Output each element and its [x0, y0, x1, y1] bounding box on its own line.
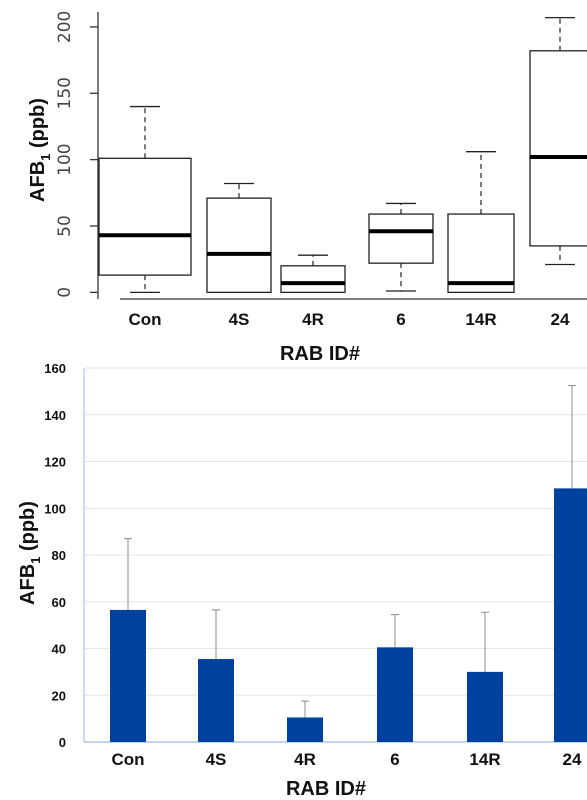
- bar-chart-bar: [377, 647, 413, 742]
- bar-chart-category-label: 14R: [469, 750, 500, 769]
- bar-chart-category-label: 6: [390, 750, 399, 769]
- bar-chart-y-tick-label: 80: [52, 548, 66, 563]
- bar-chart-bar: [198, 659, 234, 742]
- bar-chart: AFB1 (ppb) RAB ID# 0 20 40 60 80 100 120 140 160…: [17, 361, 587, 800]
- bar-chart-category-label: Con: [111, 750, 144, 769]
- bar-chart-y-tick-label: 20: [52, 688, 66, 703]
- bar-chart-category-label: 4R: [294, 750, 316, 769]
- box-plot-category-label: 14R: [465, 310, 496, 329]
- bar-chart-y-axis-label: AFB1 (ppb): [17, 501, 43, 605]
- box-plot-box: [368, 213, 434, 264]
- bar-chart-bar: [287, 717, 323, 742]
- bar-chart-y-tick-label: 140: [44, 408, 66, 423]
- bar-chart-y-tick-label: 0: [59, 735, 66, 750]
- box-plot-category-label: 4S: [229, 310, 250, 329]
- box-plot-y-tick-label: 150: [55, 77, 75, 109]
- box-plot-box: [98, 157, 192, 276]
- box-plot-box: [206, 197, 272, 294]
- box-plot-y-tick-label: 50: [55, 215, 75, 237]
- box-plot-box: [447, 213, 515, 294]
- box-plot-y-axis-label: AFB1 (ppb): [27, 98, 53, 202]
- bar-chart-x-axis-label: RAB ID#: [286, 778, 366, 800]
- bar-chart-bar: [467, 671, 503, 742]
- bar-chart-y-tick-label: 40: [52, 642, 66, 657]
- bar-chart-y-tick-label: 60: [52, 595, 66, 610]
- box-plot-category-label: 24: [551, 310, 570, 329]
- box-plot-y-tick-label: 0: [55, 287, 75, 298]
- bar-chart-category-label: 24: [563, 750, 582, 769]
- bar-chart-bar: [110, 609, 146, 742]
- bar-chart-y-tick-label: 120: [44, 455, 66, 470]
- box-plot-y-tick-label: 100: [55, 143, 75, 175]
- box-plot-chart: AFB1 (ppb) RAB ID# 0 50 100 150 200 Con 4S 4R 6 1…: [27, 11, 587, 365]
- box-plot-y-tick-label: 200: [55, 11, 75, 43]
- box-plot-box: [280, 265, 346, 294]
- bar-chart-category-label: 4S: [206, 750, 227, 769]
- box-plot-box: [529, 50, 587, 247]
- box-plot-x-axis-label: RAB ID#: [280, 343, 360, 365]
- bar-chart-y-tick-label: 160: [44, 361, 66, 376]
- bar-chart-bar: [554, 488, 587, 742]
- box-plot-category-label: Con: [128, 310, 161, 329]
- bar-chart-y-tick-label: 100: [44, 501, 66, 516]
- box-plot-category-label: 4R: [302, 310, 324, 329]
- box-plot-category-label: 6: [396, 310, 405, 329]
